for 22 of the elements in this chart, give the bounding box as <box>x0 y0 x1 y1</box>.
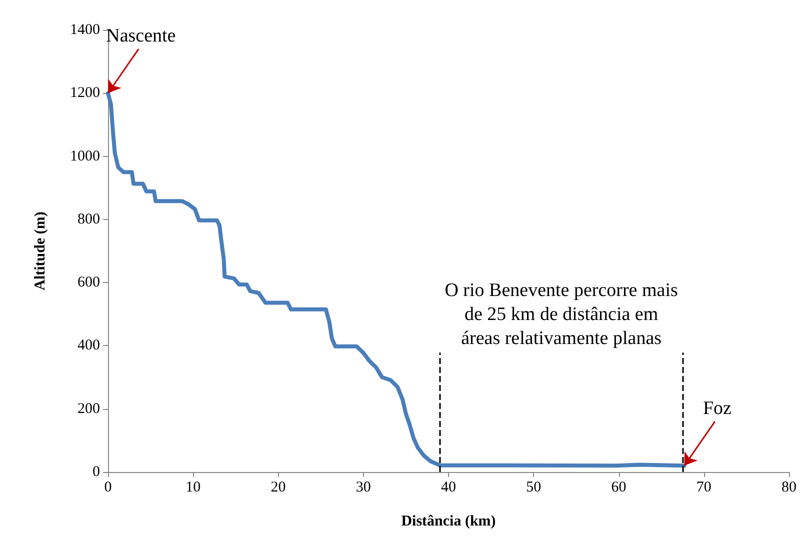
x-tick-label: 70 <box>696 480 712 496</box>
x-tick-label: 50 <box>526 480 542 496</box>
x-tick-label: 40 <box>441 480 456 496</box>
annotation: O rio Benevente percorre mais de 25 km de distância em áreas relativamente planas <box>444 280 678 350</box>
y-tick-label: 800 <box>78 211 100 228</box>
x-axis-title: Distância (km) <box>401 514 496 530</box>
y-tick-label: 400 <box>78 338 100 354</box>
y-tick-label: 0 <box>92 464 100 480</box>
annotation: Nascente <box>106 26 176 47</box>
x-tick-label: 20 <box>270 480 286 496</box>
x-tick-label: 80 <box>782 480 796 496</box>
y-axis-title: Altitude (m) <box>32 212 48 290</box>
x-tick-label: 10 <box>186 480 201 496</box>
x-tick-label: 30 <box>356 480 371 496</box>
y-tick-label: 200 <box>78 400 100 417</box>
y-tick-label: 600 <box>78 274 100 291</box>
annotation: Foz <box>702 398 732 420</box>
y-tick-label: 1000 <box>70 148 100 164</box>
y-tick-label: 1200 <box>70 85 100 102</box>
x-tick-label: 0 <box>104 480 112 496</box>
y-tick-label: 1400 <box>70 22 100 38</box>
x-tick-label: 60 <box>611 480 626 496</box>
